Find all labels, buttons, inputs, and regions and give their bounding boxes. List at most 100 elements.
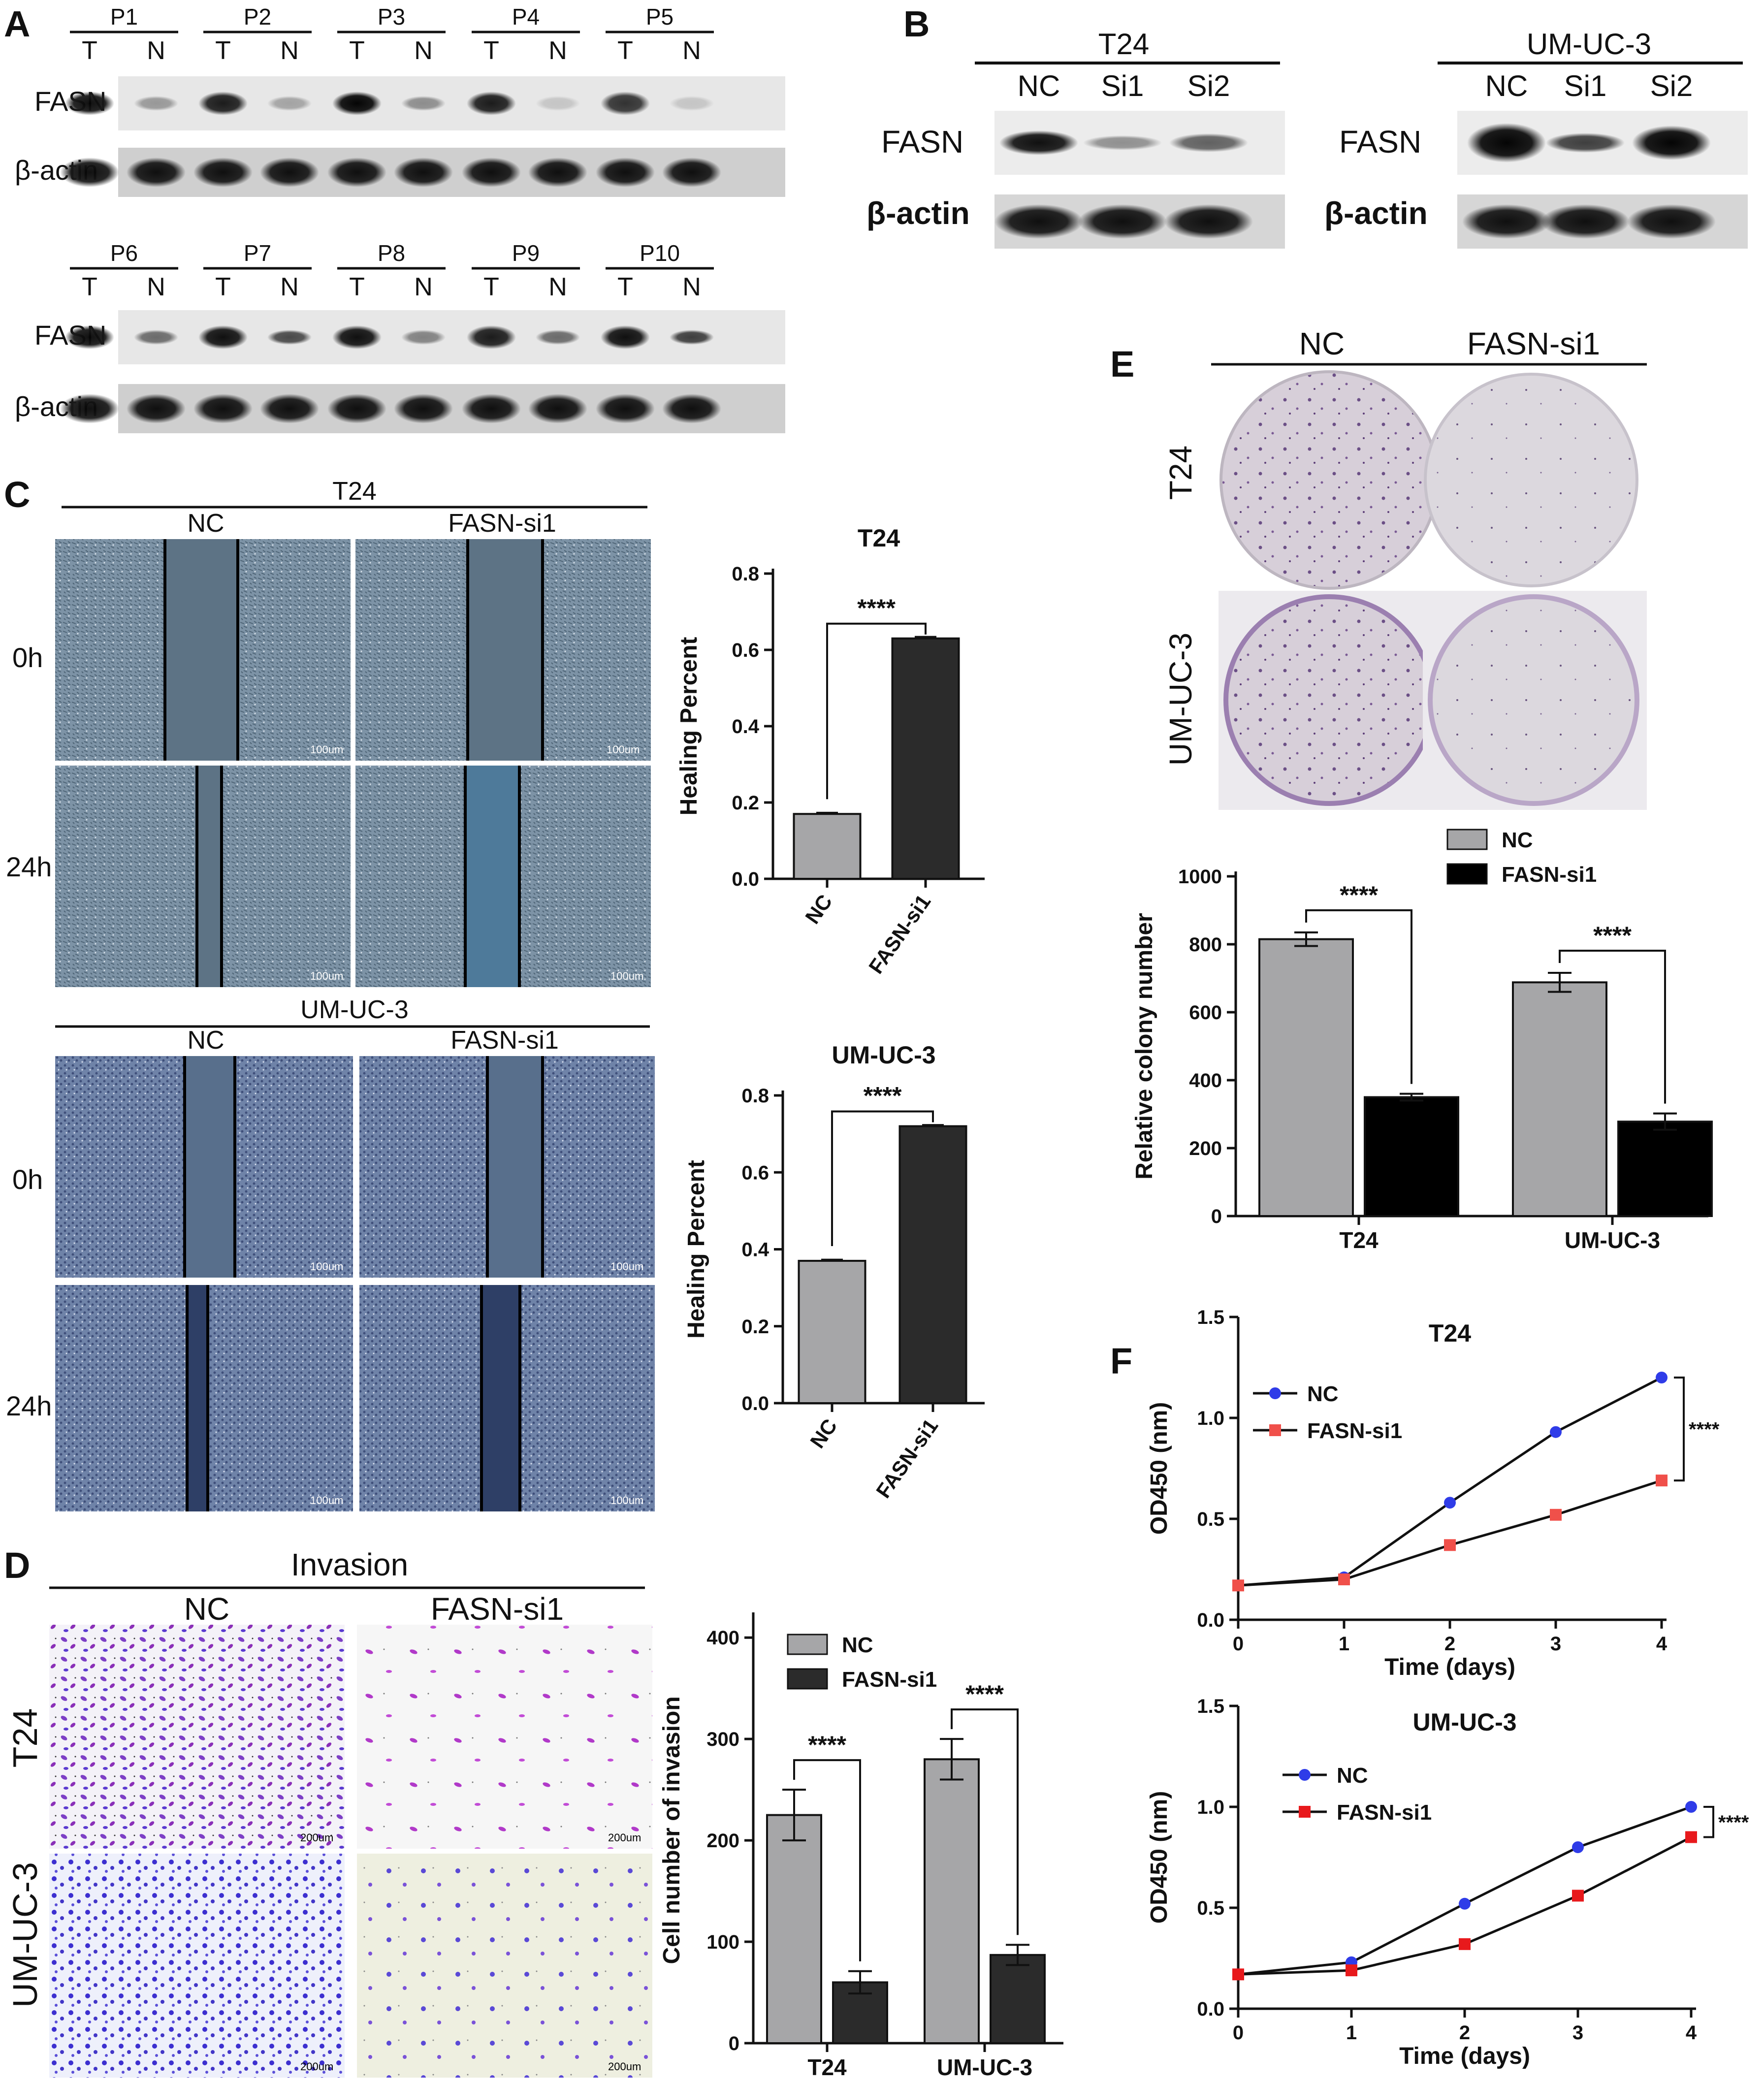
patient-label: P5	[646, 4, 674, 30]
panel-c-wound-healing: T24 NC FASN-si1 0h 24h 100um 100um 100um…	[6, 477, 655, 1511]
bar	[924, 1758, 980, 2044]
actin-band	[1627, 204, 1716, 239]
wound-t24-header: T24	[332, 477, 377, 506]
data-point	[1550, 1426, 1562, 1438]
invasion-image-umuc3-nc	[49, 1854, 345, 2078]
actin-band	[662, 394, 721, 423]
fasn-band	[198, 92, 248, 115]
chart-title: T24	[858, 524, 900, 552]
wound-umuc3-nc-label: NC	[187, 1026, 224, 1055]
panel-letter-c: C	[4, 474, 30, 515]
colony-dish-umuc3-nc	[1223, 594, 1435, 806]
significance-label: ****	[965, 1680, 1004, 1708]
actin-band	[596, 394, 655, 423]
actin-band	[327, 158, 386, 187]
data-point	[1232, 1968, 1244, 1981]
lane-label-normal: N	[548, 36, 567, 65]
wound-gap	[468, 539, 543, 761]
lane-label-tumor: T	[82, 273, 97, 301]
y-tick-label: 0.2	[741, 1316, 769, 1338]
y-tick-label: 0.5	[1197, 1508, 1224, 1530]
lane-label-normal: N	[280, 273, 299, 301]
y-axis-label: OD450 (nm)	[1146, 1791, 1172, 1924]
lane-label-normal: N	[682, 273, 701, 301]
y-tick-label: 0.5	[1197, 1897, 1224, 1919]
y-tick-label: 0.4	[732, 716, 759, 738]
invasion-t24-label: T24	[6, 1708, 44, 1768]
colony-si-label: FASN-si1	[1467, 326, 1600, 361]
y-tick-label: 1.0	[1197, 1797, 1224, 1818]
y-axis-label: Healing Percent	[683, 1160, 709, 1339]
x-tick-label: 1	[1339, 1633, 1349, 1655]
invasion-si-label: FASN-si1	[431, 1591, 564, 1627]
significance-label: ****	[864, 1082, 902, 1110]
actin-band	[127, 394, 186, 423]
fasn-band	[332, 325, 382, 349]
series-line	[1238, 1376, 1663, 1587]
colony-chart: 0 200 400 600 800 1000 Relative colony number T…	[1131, 828, 1713, 1253]
legend-marker	[1299, 1769, 1311, 1781]
significance-bracket	[951, 1708, 1019, 1935]
x-tick-label: FASN-si1	[864, 890, 935, 978]
data-point	[1656, 1372, 1668, 1383]
significance-label: ****	[1718, 1812, 1749, 1833]
bar	[766, 1814, 822, 2045]
bar	[1512, 981, 1607, 1218]
legend-marker	[1299, 1806, 1311, 1818]
scale-bar-label: 100um	[610, 970, 643, 982]
fasn-band	[601, 92, 650, 115]
actin-band	[394, 158, 453, 187]
significance-bracket	[1559, 949, 1666, 1104]
data-point	[1572, 1890, 1584, 1902]
fasn-band	[267, 96, 312, 111]
y-tick-label: 0.0	[741, 1393, 769, 1414]
legend-label: NC	[1502, 828, 1533, 852]
x-tick-label: 3	[1550, 1633, 1561, 1655]
actin-band	[528, 394, 587, 423]
od450-chart-t24: 0.0 0.5 1.0 1.5 0 1 2 3 4 Time (days) OD450 (nm) T2…	[1146, 1307, 1720, 1680]
fasn-band	[65, 92, 114, 115]
patient-label: P4	[512, 4, 540, 30]
wound-gap	[487, 1056, 543, 1278]
invasion-image-umuc3-si	[357, 1854, 652, 2078]
legend-label: NC	[1337, 1764, 1368, 1788]
significance-label: ****	[857, 594, 896, 622]
wound-t24-24h-label: 24h	[6, 851, 52, 882]
legend-marker	[1269, 1424, 1281, 1436]
wound-gap	[165, 539, 238, 761]
y-tick-label: 1000	[1178, 866, 1222, 888]
od450-chart-umuc3: 0.0 0.5 1.0 1.5 0 1 2 3 4 Time (days) OD450 (nm) UM…	[1146, 1696, 1749, 2069]
data-point	[1685, 1801, 1697, 1813]
y-tick-label: 1.5	[1197, 1696, 1224, 1717]
fasn-band	[670, 330, 714, 345]
lane-label-tumor: T	[483, 273, 499, 301]
colony-dish-t24-si	[1424, 373, 1638, 587]
scale-bar-label: 200um	[608, 1831, 641, 1844]
fasn-band	[999, 130, 1078, 155]
x-tick-label: 0	[1233, 1633, 1244, 1655]
y-tick-label: 800	[1189, 934, 1222, 956]
data-point	[1338, 1573, 1350, 1585]
lane-label: Si1	[1564, 69, 1607, 102]
significance-label: ****	[1340, 881, 1378, 909]
fasn-band	[670, 96, 714, 111]
legend-marker	[1269, 1387, 1281, 1399]
invasion-chart: 0 100 200 300 400 Cell number of invasion T24 *…	[659, 1612, 1063, 2080]
lane-label-tumor: T	[483, 36, 499, 65]
fasn-band	[536, 96, 580, 111]
actin-band	[60, 394, 119, 423]
y-axis-label: Cell number of invasion	[659, 1696, 685, 1964]
scale-bar-label: 200um	[300, 1831, 333, 1844]
invasion-umuc3-label: UM-UC-3	[6, 1862, 44, 2008]
significance-label: ****	[808, 1731, 846, 1759]
scale-bar-label: 200um	[300, 2060, 333, 2073]
data-point	[1685, 1831, 1697, 1843]
fasn-band	[401, 96, 446, 111]
fasn-band	[536, 330, 580, 345]
legend-label: FASN-si1	[1307, 1419, 1402, 1443]
significance-bracket	[826, 622, 927, 800]
x-tick-label: 2	[1459, 2022, 1470, 2044]
y-tick-label: 0.0	[1197, 1998, 1224, 2020]
colony-nc-label: NC	[1299, 326, 1345, 361]
